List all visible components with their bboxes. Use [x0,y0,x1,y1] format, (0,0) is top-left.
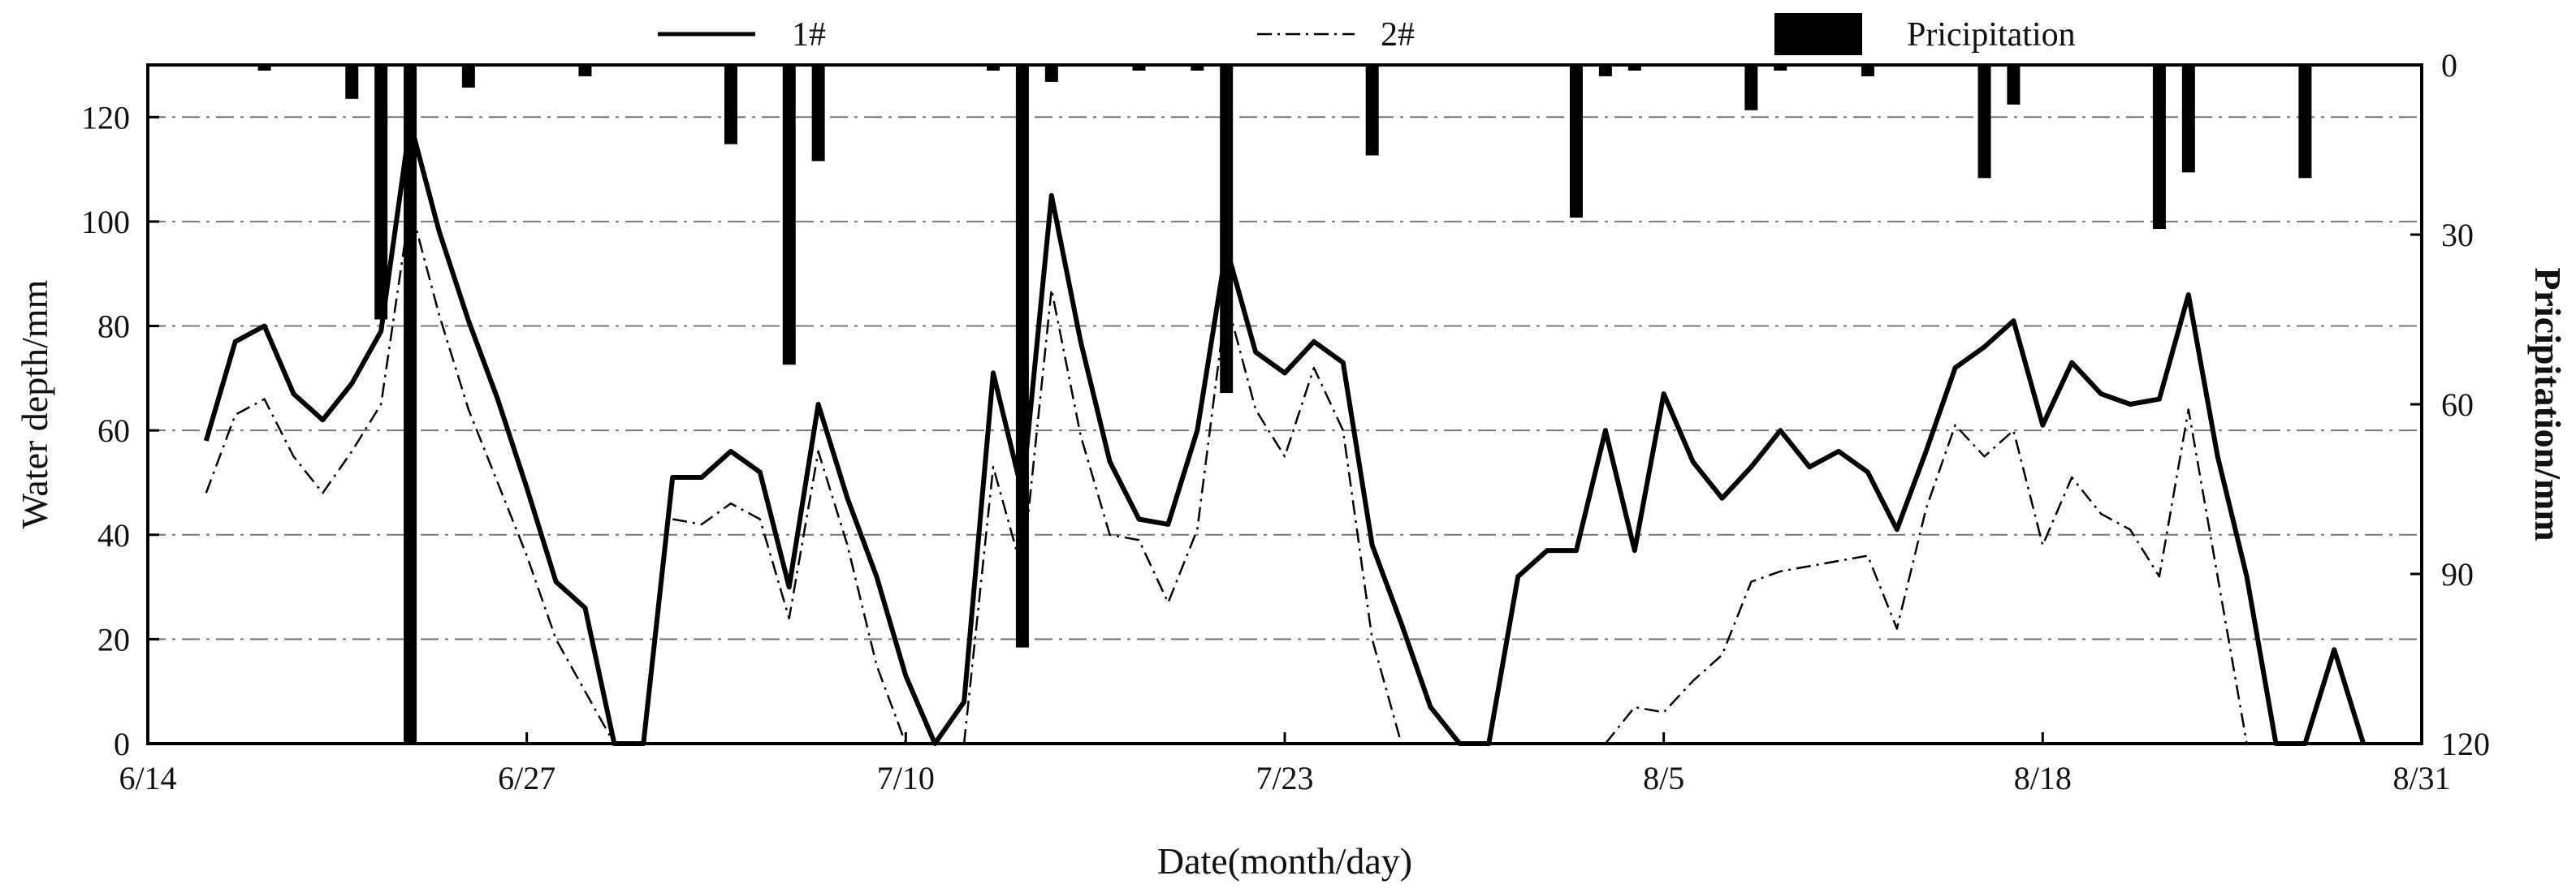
precipitation-bar [1132,65,1146,71]
y-axis-left-ticks: 0 20 40 60 80 100 120 [81,99,159,762]
x-tick-label: 7/23 [1256,760,1313,796]
legend-label-1: 1# [792,16,826,54]
y-axis-right-title: Pricipitation/mm [2527,267,2569,541]
x-tick-label: 7/10 [877,760,935,796]
x-tick-label: 8/31 [2392,760,2450,796]
precipitation-bar [578,65,592,76]
precipitation-bar [345,65,359,99]
precipitation-bar [1861,65,1874,76]
y-tick-label: 60 [97,412,130,449]
precipitation-bar [374,65,388,320]
precipitation-bar [2152,65,2166,230]
y2-tick-label: 120 [2441,726,2490,762]
grid-lines [148,116,2422,641]
plot-frame [146,63,2423,745]
series-line-2 [1604,408,2248,744]
series-line-2 [962,288,1403,744]
y-axis-left-title: Water depth/mm [14,279,55,528]
y-axis-right-ticks: 0 30 60 90 120 [2410,47,2490,762]
precipitation-bar [2298,65,2312,179]
x-tick-label: 8/18 [2014,760,2072,796]
y-tick-label: 80 [97,308,130,345]
legend-label-3: Pricipitation [1907,16,2076,54]
x-axis-ticks: 6/14 6/27 7/10 7/23 8/5 8/18 8/31 [119,732,2451,796]
precipitation-bar [724,65,737,145]
precipitation-bar [1598,65,1612,76]
precipitation-bar [1627,65,1641,71]
y-tick-label: 100 [81,204,130,240]
precipitation-bar [1569,65,1583,218]
precipitation-bar [1744,65,1758,110]
x-axis-title: Date(month/day) [1157,840,1412,882]
x-tick-label: 8/5 [1643,760,1684,796]
y2-tick-label: 60 [2441,386,2474,423]
precipitation-bar [2181,65,2195,173]
y-tick-label: 20 [97,621,130,658]
legend-swatch-3 [1774,13,1862,55]
precipitation-bar [1220,65,1234,394]
x-tick-label: 6/27 [498,760,555,796]
x-tick-label: 6/14 [119,760,176,796]
precipitation-bar [1191,65,1204,71]
precipitation-bar [461,65,475,88]
precipitation-bar [257,65,271,71]
precipitation-bar [1015,65,1029,648]
precipitation-bars [257,65,2312,744]
precipitation-bar [1774,65,1787,71]
water-depth-lines [203,119,2366,746]
y-tick-label: 120 [81,99,130,136]
precipitation-bar [782,65,796,365]
series-line-2 [672,450,907,744]
y-tick-label: 0 [114,726,130,762]
legend-label-2: 2# [1381,16,1415,54]
y2-tick-label: 0 [2441,47,2457,84]
precipitation-bar [1365,65,1379,156]
legend: 1# 2# Pricipitation [658,13,2076,55]
precipitation-bar [2007,65,2021,105]
precipitation-bar [1977,65,1991,179]
y2-tick-label: 30 [2441,217,2474,253]
precipitation-bar [1044,65,1058,82]
series-line-1 [203,119,2366,746]
y2-tick-label: 90 [2441,556,2474,593]
precipitation-bar [811,65,825,162]
precipitation-bar [987,65,1001,71]
y-tick-label: 40 [97,517,130,554]
